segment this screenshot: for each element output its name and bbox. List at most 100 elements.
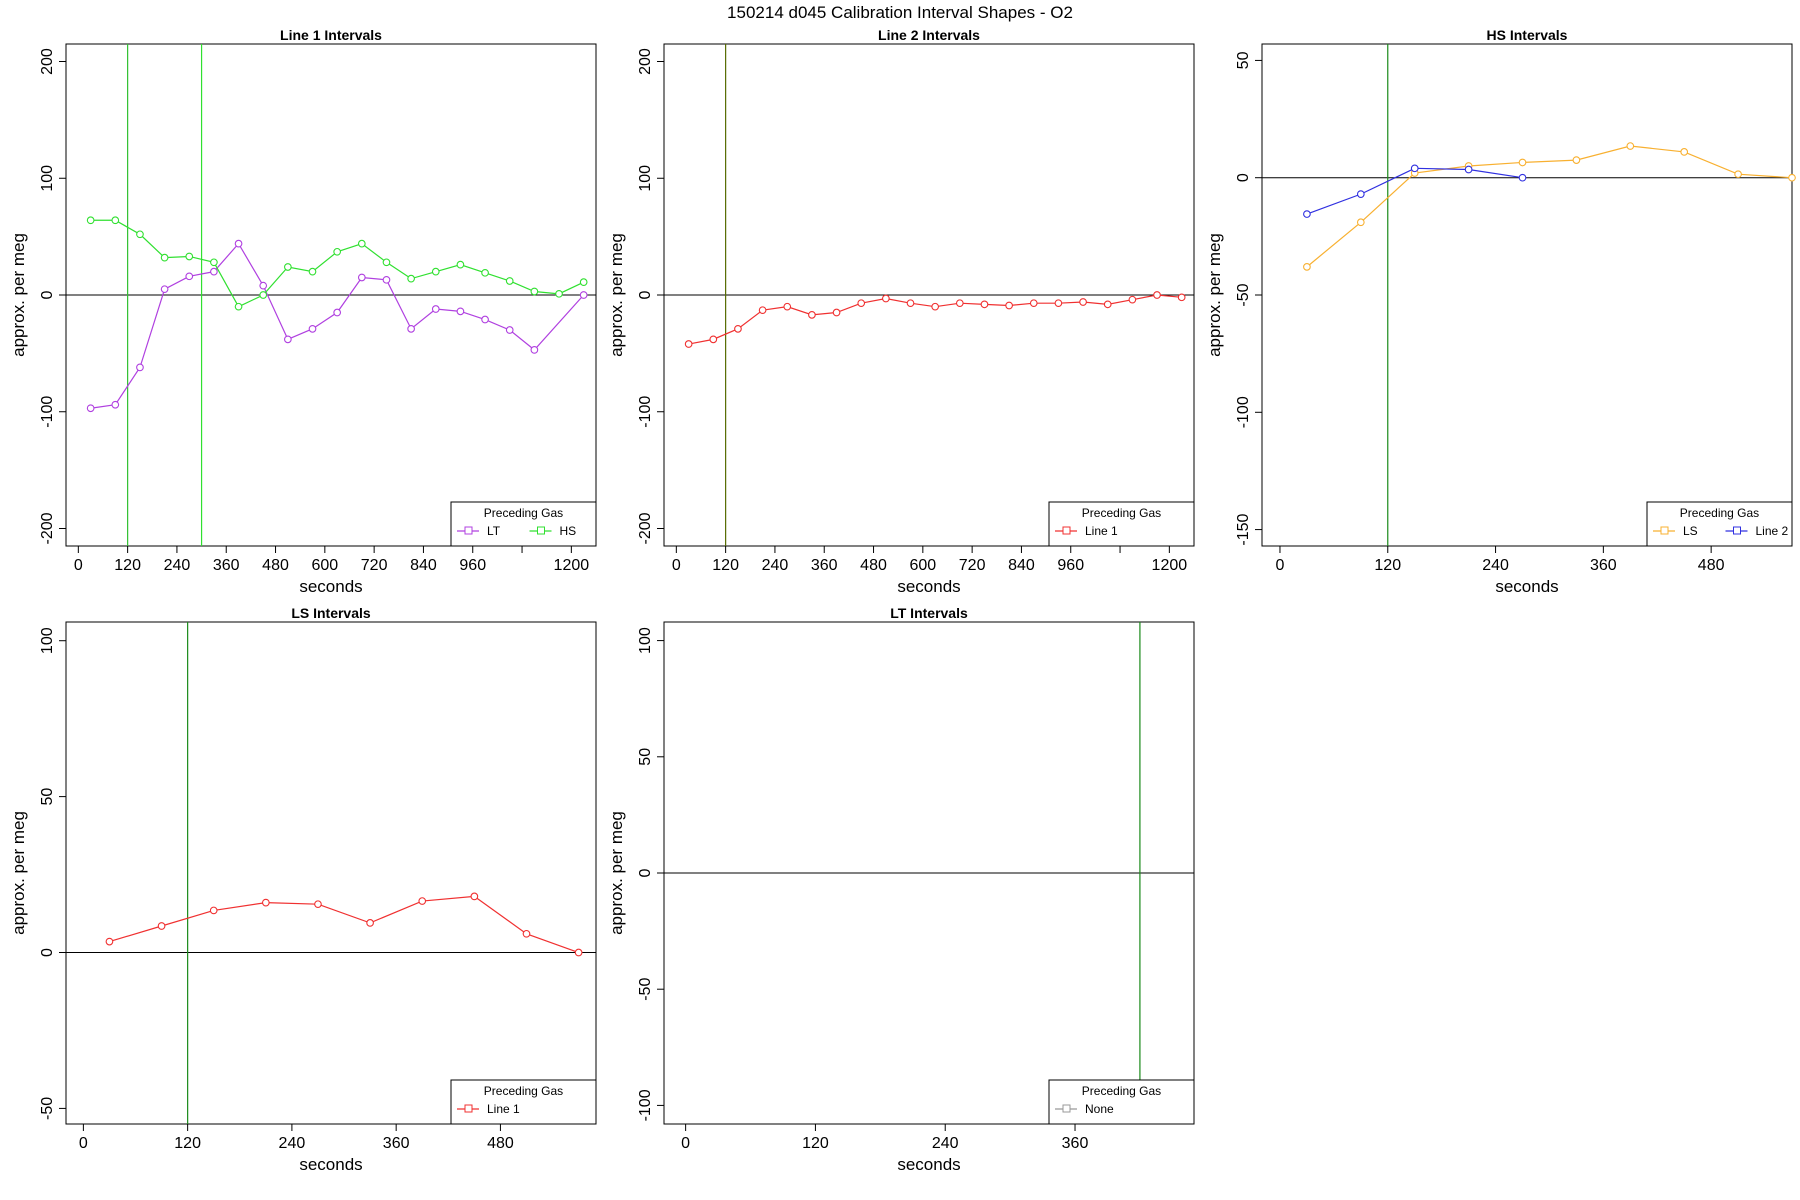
x-tick-label: 720 bbox=[959, 557, 986, 574]
data-point bbox=[456, 307, 465, 316]
chart-title: HS Intervals bbox=[1487, 27, 1568, 43]
data-point bbox=[882, 294, 890, 303]
x-tick-label: 840 bbox=[1008, 557, 1035, 574]
y-tick-label: -200 bbox=[39, 512, 56, 544]
y-tick-label: -100 bbox=[637, 396, 654, 428]
legend-swatch-marker bbox=[1062, 526, 1071, 535]
x-tick-label: 0 bbox=[681, 1135, 690, 1152]
chart-title: LS Intervals bbox=[291, 605, 371, 621]
data-point bbox=[530, 287, 539, 296]
chart-panel: LS Intervals 0 120 240 360 480 -50 0 50 100 second… bbox=[9, 605, 597, 1174]
data-point bbox=[481, 315, 489, 324]
data-point bbox=[832, 308, 841, 317]
legend-swatch-marker bbox=[537, 526, 545, 535]
x-tick-label: 240 bbox=[932, 1135, 959, 1152]
legend-box bbox=[450, 1079, 597, 1125]
x-tick-label: 360 bbox=[213, 557, 240, 574]
y-axis-label: approx. per meg bbox=[9, 233, 28, 357]
data-point bbox=[261, 898, 270, 907]
data-point bbox=[1410, 164, 1419, 173]
data-point bbox=[407, 325, 415, 333]
data-point bbox=[111, 216, 120, 225]
legend-title: Preceding Gas bbox=[1082, 506, 1161, 520]
legend-entry-label: LS bbox=[1683, 524, 1698, 538]
y-tick-label: 50 bbox=[39, 788, 56, 806]
legend-title: Preceding Gas bbox=[484, 506, 563, 520]
x-tick-label: 600 bbox=[909, 557, 936, 574]
data-point bbox=[357, 239, 366, 248]
data-point bbox=[530, 346, 539, 354]
data-point bbox=[407, 274, 415, 283]
x-axis-label: seconds bbox=[897, 1155, 960, 1174]
data-point bbox=[259, 291, 268, 299]
data-point bbox=[1626, 142, 1635, 150]
data-point bbox=[308, 267, 317, 276]
data-point bbox=[160, 285, 169, 294]
data-point bbox=[1054, 299, 1063, 308]
x-tick-label: 360 bbox=[383, 1135, 410, 1152]
x-tick-label: 120 bbox=[174, 1135, 201, 1152]
data-point bbox=[1153, 291, 1161, 299]
data-point bbox=[505, 326, 514, 334]
data-point bbox=[456, 260, 465, 269]
data-point bbox=[136, 363, 144, 372]
data-point bbox=[1464, 165, 1473, 174]
legend-entry-label: LT bbox=[487, 524, 501, 538]
chart-title: LT Intervals bbox=[890, 605, 968, 621]
x-tick-label: 360 bbox=[1062, 1135, 1089, 1152]
x-tick-label: 120 bbox=[114, 557, 141, 574]
y-axis-label: approx. per meg bbox=[607, 233, 626, 357]
y-tick-label: 100 bbox=[637, 627, 654, 654]
x-tick-label: 480 bbox=[1698, 557, 1725, 574]
legend-title: Preceding Gas bbox=[1680, 506, 1759, 520]
x-tick-label: 120 bbox=[1374, 557, 1401, 574]
data-point bbox=[505, 277, 514, 285]
legend-entry-label: HS bbox=[560, 524, 577, 538]
x-axis-label: seconds bbox=[1495, 577, 1558, 596]
x-tick-label: 1200 bbox=[1152, 557, 1188, 574]
x-tick-label: 960 bbox=[459, 557, 486, 574]
x-tick-label: 120 bbox=[802, 1135, 829, 1152]
x-tick-label: 240 bbox=[1482, 557, 1509, 574]
y-axis-label: approx. per meg bbox=[1205, 233, 1224, 357]
data-point bbox=[481, 268, 489, 277]
data-point bbox=[1734, 170, 1742, 179]
x-tick-label: 240 bbox=[164, 557, 191, 574]
legend-swatch-marker bbox=[1733, 526, 1741, 535]
data-point bbox=[1303, 210, 1311, 218]
legend-box bbox=[450, 501, 597, 547]
data-point bbox=[1518, 173, 1527, 182]
data-point bbox=[574, 948, 583, 957]
data-point bbox=[382, 258, 391, 267]
legend-box bbox=[1048, 1079, 1195, 1125]
data-point bbox=[382, 275, 391, 284]
data-point bbox=[1572, 156, 1581, 164]
data-point bbox=[284, 263, 292, 271]
data-point bbox=[857, 299, 866, 308]
panels: Line 1 Intervals 0 120 240 360 480 600 720 840 96… bbox=[9, 27, 1796, 1174]
data-point bbox=[111, 400, 120, 409]
x-tick-label: 360 bbox=[811, 557, 838, 574]
chart-title: Line 2 Intervals bbox=[878, 27, 980, 43]
x-tick-label: 360 bbox=[1590, 557, 1617, 574]
x-axis-label: seconds bbox=[897, 577, 960, 596]
y-tick-label: 100 bbox=[39, 165, 56, 192]
data-point bbox=[185, 272, 194, 281]
data-point bbox=[210, 258, 218, 267]
data-point bbox=[431, 305, 440, 313]
chart-panel: Line 1 Intervals 0 120 240 360 480 600 720 840 96… bbox=[9, 27, 597, 596]
legend-entry-label: None bbox=[1085, 1102, 1114, 1116]
data-point bbox=[185, 252, 194, 261]
chart-panel: HS Intervals 0 120 240 360 480 -150 -100 -50 0 50 s… bbox=[1205, 27, 1796, 596]
data-point bbox=[210, 267, 218, 276]
chart-panel: LT Intervals 0 120 240 360 -100 -50 0 50 100 secon… bbox=[607, 605, 1195, 1174]
legend-entry-label: Line 2 bbox=[1756, 524, 1789, 538]
data-point bbox=[418, 897, 427, 905]
legend-box bbox=[1646, 501, 1793, 547]
data-point bbox=[808, 310, 816, 319]
data-point bbox=[1103, 300, 1112, 309]
data-point bbox=[333, 308, 342, 317]
data-point bbox=[431, 267, 440, 276]
x-tick-label: 0 bbox=[672, 557, 681, 574]
